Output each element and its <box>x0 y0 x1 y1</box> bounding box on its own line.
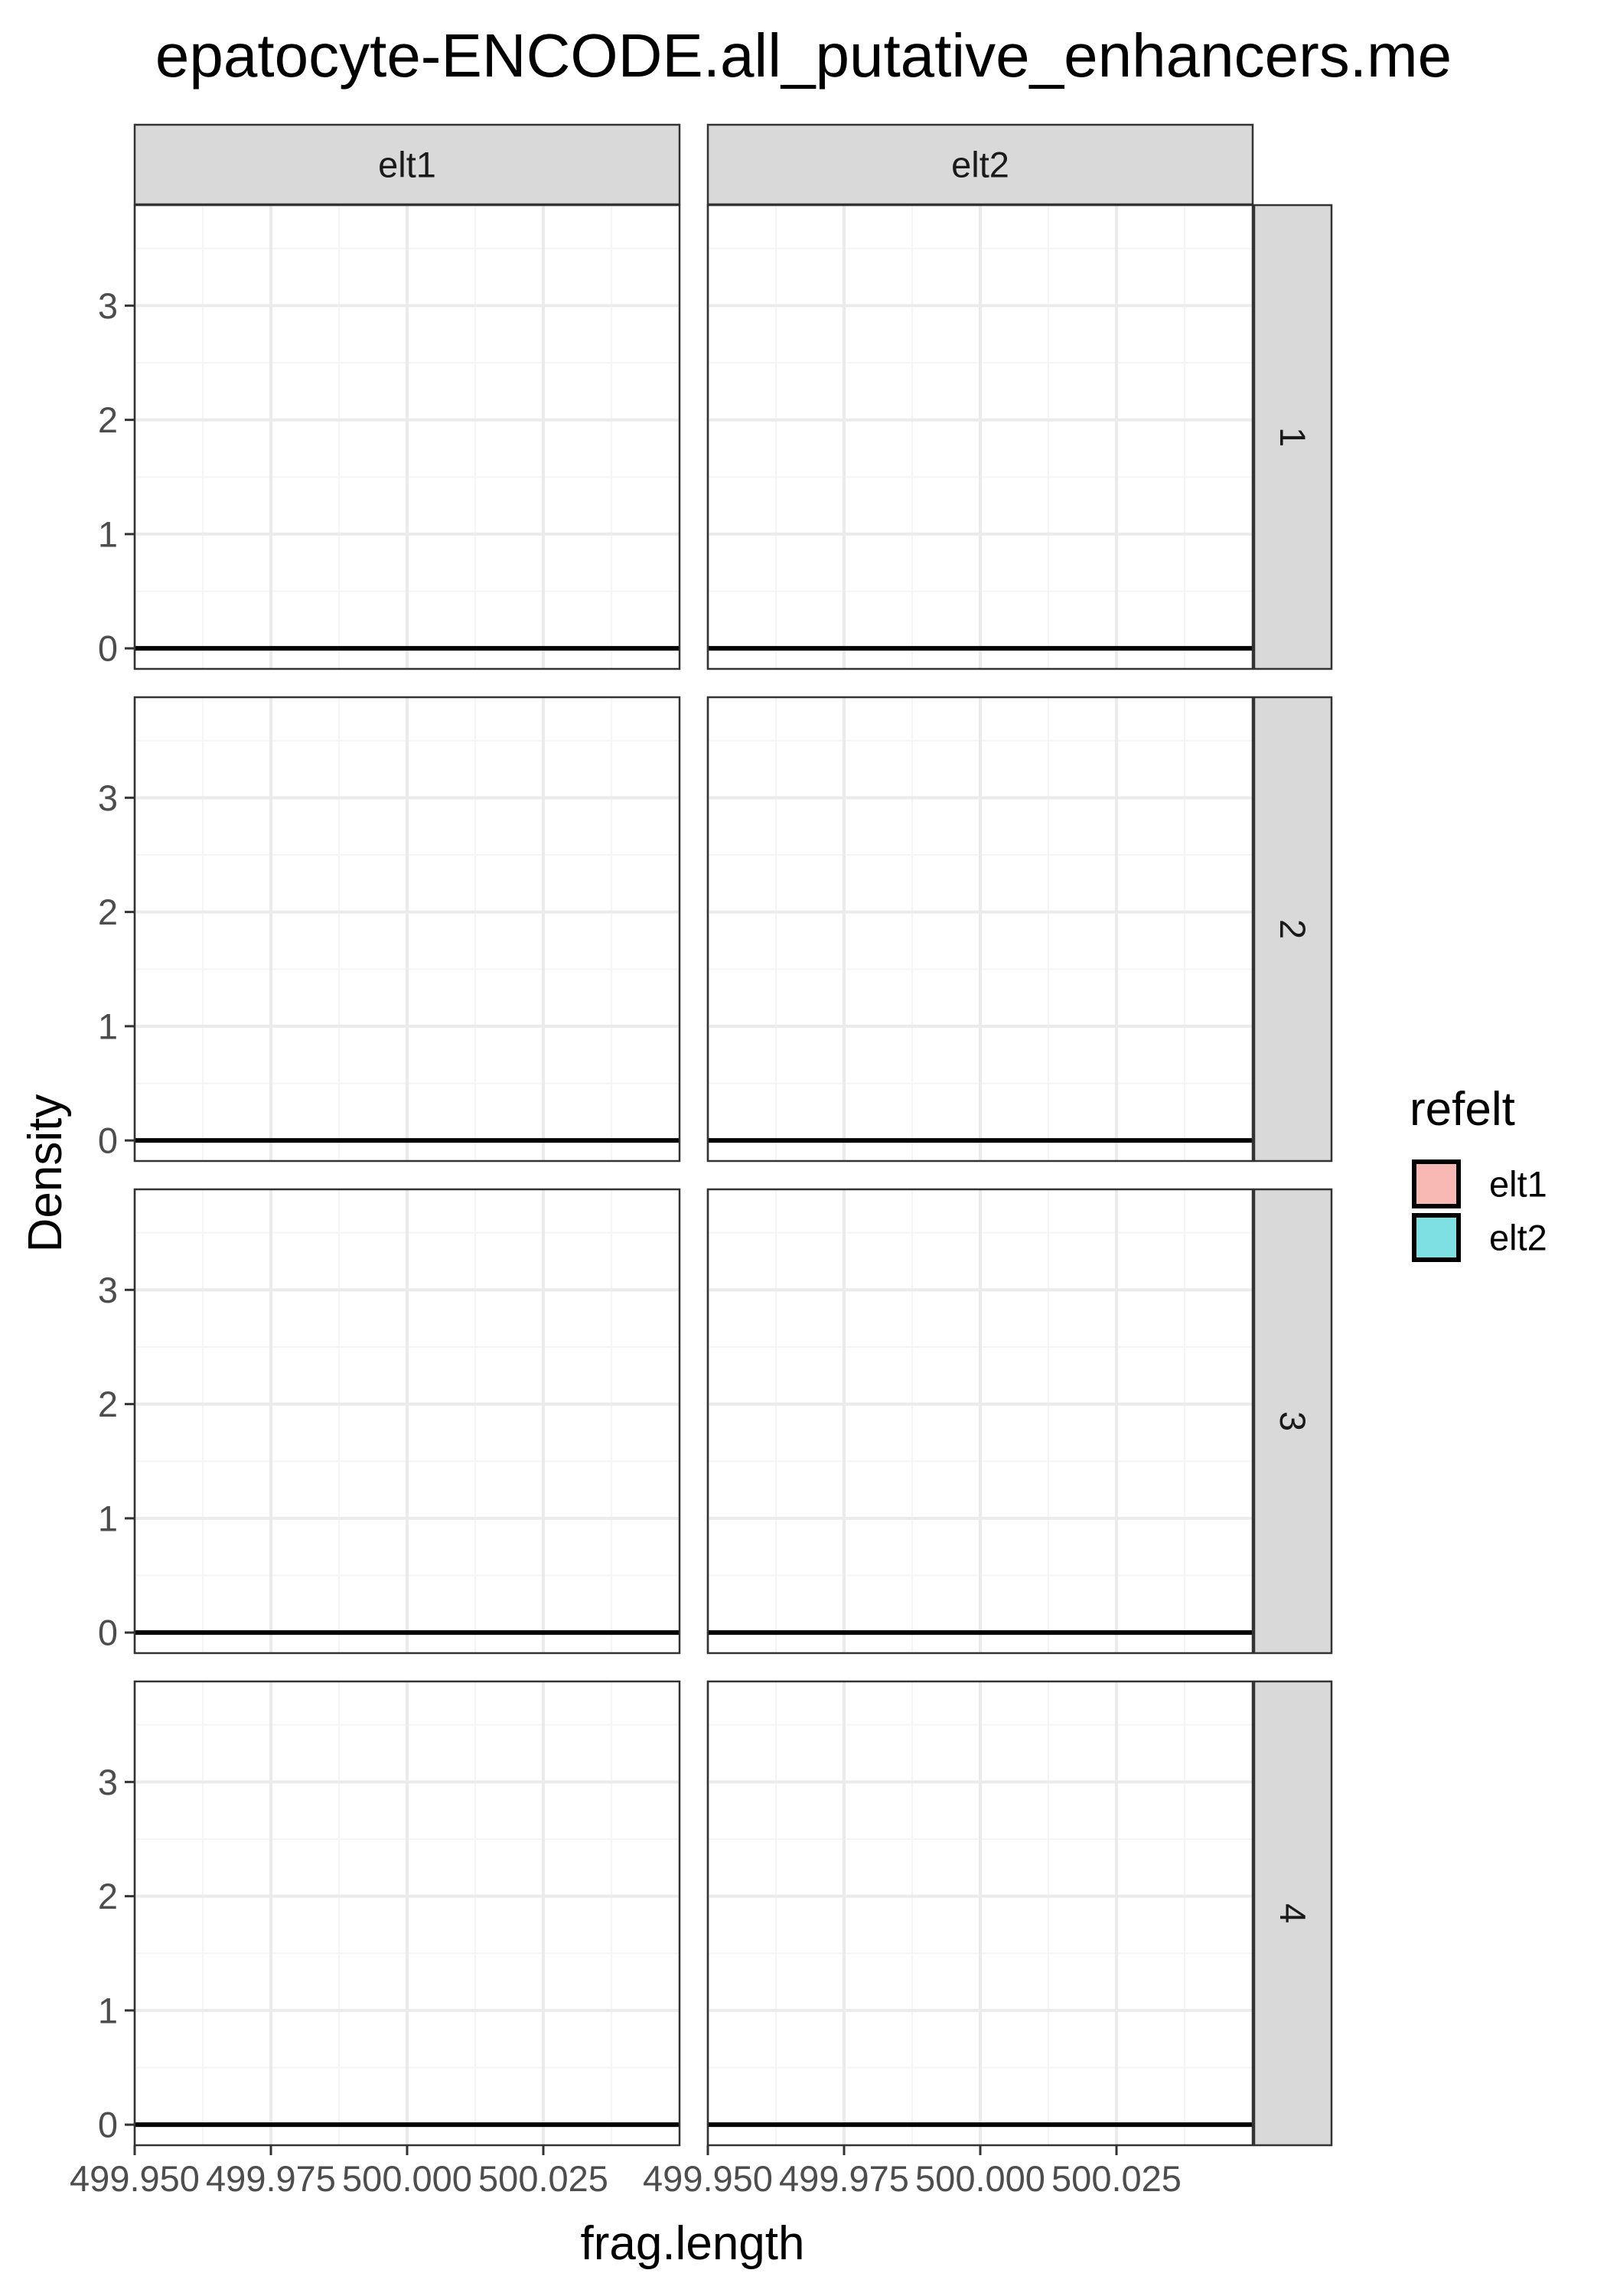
legend-key <box>1412 1159 1461 1208</box>
col-strip-elt1: elt1 <box>133 123 681 206</box>
y-tick-label: 0 <box>98 2105 118 2145</box>
y-tick-label: 3 <box>98 1270 118 1310</box>
panel-elt2-3 <box>706 1188 1254 1655</box>
y-tick-label: 0 <box>98 1613 118 1653</box>
facet-strips: 1 2 3 4 elt1 elt2 <box>133 123 1333 2147</box>
y-axes: 0 1 2 3 0 1 2 3 0 1 2 3 0 1 2 3 <box>98 285 135 2145</box>
row-strip-label: 4 <box>1273 1903 1313 1923</box>
panel-border <box>133 696 681 1163</box>
row-strip-box <box>1253 696 1333 1163</box>
y-tick-label: 3 <box>98 285 118 326</box>
panel-border <box>706 1188 1254 1655</box>
legend: refelt elt1 elt2 <box>1410 1083 1547 1262</box>
x-tick-label: 500.000 <box>915 2158 1045 2199</box>
x-tick-label: 500.025 <box>1051 2158 1182 2199</box>
y-tick-label: 1 <box>98 1990 118 2030</box>
y-tick-label: 1 <box>98 1498 118 1538</box>
x-tick-label: 499.975 <box>206 2158 336 2199</box>
legend-entry-elt2: elt2 <box>1412 1213 1547 1262</box>
col-strip-box <box>133 123 681 206</box>
panel-border <box>706 696 1254 1163</box>
row-strip-box <box>1253 1188 1333 1655</box>
legend-label: elt2 <box>1489 1218 1547 1258</box>
col-strip-elt2: elt2 <box>706 123 1254 206</box>
panel-elt1-1 <box>133 204 681 670</box>
panel-elt2-4 <box>706 1680 1254 2147</box>
legend-entry-elt1: elt1 <box>1412 1159 1547 1208</box>
y-tick-label: 3 <box>98 1762 118 1802</box>
y-tick-label: 1 <box>98 1006 118 1046</box>
y-tick-label: 2 <box>98 1384 118 1424</box>
row-strip-2: 2 <box>1253 696 1333 1163</box>
row-strip-box <box>1253 204 1333 670</box>
panel-elt1-4 <box>133 1680 681 2147</box>
row-strip-label: 1 <box>1273 427 1313 447</box>
row-strip-3: 3 <box>1253 1188 1333 1655</box>
y-tick-label: 3 <box>98 778 118 818</box>
chart-title: epatocyte-ENCODE.all_putative_enhancers.… <box>155 21 1452 90</box>
y-tick-label: 2 <box>98 400 118 440</box>
facet-panels <box>133 204 1254 2147</box>
row-strip-4: 4 <box>1253 1680 1333 2147</box>
x-tick-label: 499.950 <box>643 2158 773 2199</box>
panel-border <box>133 1188 681 1655</box>
y-tick-label: 1 <box>98 514 118 554</box>
y-axis-title: Density <box>19 1094 72 1253</box>
y-tick-label: 0 <box>98 1120 118 1161</box>
col-strip-label: elt1 <box>378 145 436 185</box>
legend-key <box>1412 1213 1461 1262</box>
y-tick-label: 2 <box>98 892 118 932</box>
row-strip-label: 3 <box>1273 1411 1313 1431</box>
y-tick-label: 0 <box>98 628 118 669</box>
x-tick-label: 500.000 <box>342 2158 472 2199</box>
panel-elt2-1 <box>706 204 1254 670</box>
x-axes: 499.950 499.975 500.000 500.025 499.950 499.9… <box>70 2145 1182 2199</box>
x-tick-label: 499.975 <box>779 2158 909 2199</box>
row-strip-1: 1 <box>1253 204 1333 670</box>
x-tick-label: 499.950 <box>70 2158 200 2199</box>
legend-label: elt1 <box>1489 1164 1547 1205</box>
x-axis-title: frag.length <box>581 2217 805 2270</box>
col-strip-box <box>706 123 1254 206</box>
panel-elt2-2 <box>706 696 1254 1163</box>
y-tick-label: 2 <box>98 1876 118 1916</box>
legend-title: refelt <box>1410 1083 1515 1136</box>
x-tick-label: 500.025 <box>478 2158 608 2199</box>
panel-elt1-3 <box>133 1188 681 1655</box>
row-strip-label: 2 <box>1273 919 1313 939</box>
panel-elt1-2 <box>133 696 681 1163</box>
col-strip-label: elt2 <box>951 145 1009 185</box>
row-strip-box <box>1253 1680 1333 2147</box>
